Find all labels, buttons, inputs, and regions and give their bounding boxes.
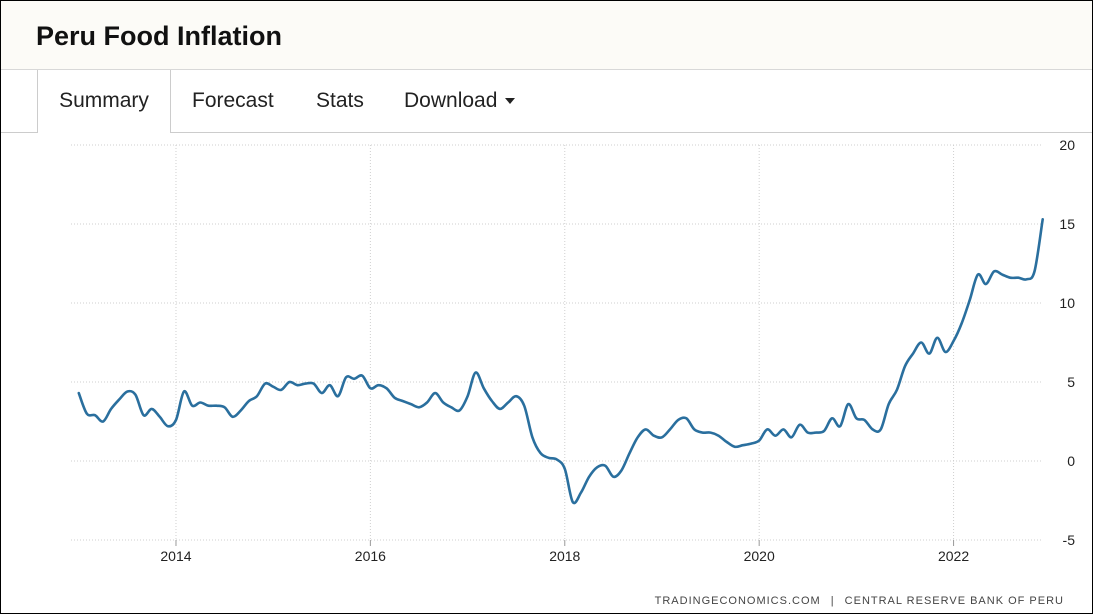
series-layer — [77, 218, 1044, 505]
series-line — [77, 218, 1044, 505]
y-tick-label: 15 — [1059, 216, 1075, 232]
tab-download-label: Download — [404, 89, 498, 112]
page-title: Peru Food Inflation — [36, 21, 282, 51]
x-tick-label: 2022 — [938, 548, 969, 564]
tab-forecast[interactable]: Forecast — [192, 70, 274, 132]
x-tick-label: 2020 — [744, 548, 775, 564]
y-tick-label: 20 — [1059, 137, 1075, 153]
tab-forecast-label: Forecast — [192, 89, 274, 112]
grid-lines — [71, 144, 1043, 546]
tab-stats[interactable]: Stats — [316, 70, 364, 132]
x-axis-ticks: 2014 2016 2018 2020 2022 — [160, 548, 969, 564]
y-tick-label: 5 — [1067, 374, 1075, 390]
source-agency: CENTRAL RESERVE BANK OF PERU — [844, 595, 1064, 607]
tab-summary[interactable]: Summary — [37, 70, 171, 133]
tab-download[interactable]: Download — [404, 70, 516, 132]
x-tick-label: 2014 — [160, 548, 191, 564]
source-site: TRADINGECONOMICS.COM — [654, 595, 821, 607]
y-tick-label: 0 — [1067, 453, 1075, 469]
source-separator: | — [830, 595, 835, 607]
tab-bar: Summary Forecast Stats Download — [1, 70, 1092, 133]
y-tick-label: 10 — [1059, 295, 1075, 311]
x-tick-label: 2016 — [355, 548, 386, 564]
y-axis-ticks: -5 0 5 10 15 20 — [1059, 137, 1075, 548]
x-tick-label: 2018 — [549, 548, 580, 564]
page-header: Peru Food Inflation — [1, 1, 1092, 70]
tab-stats-label: Stats — [316, 89, 364, 112]
y-tick-label: -5 — [1063, 532, 1076, 548]
source-attribution: TRADINGECONOMICS.COM | CENTRAL RESERVE B… — [655, 595, 1064, 607]
tab-summary-label: Summary — [59, 89, 149, 112]
caret-down-icon — [505, 98, 516, 105]
